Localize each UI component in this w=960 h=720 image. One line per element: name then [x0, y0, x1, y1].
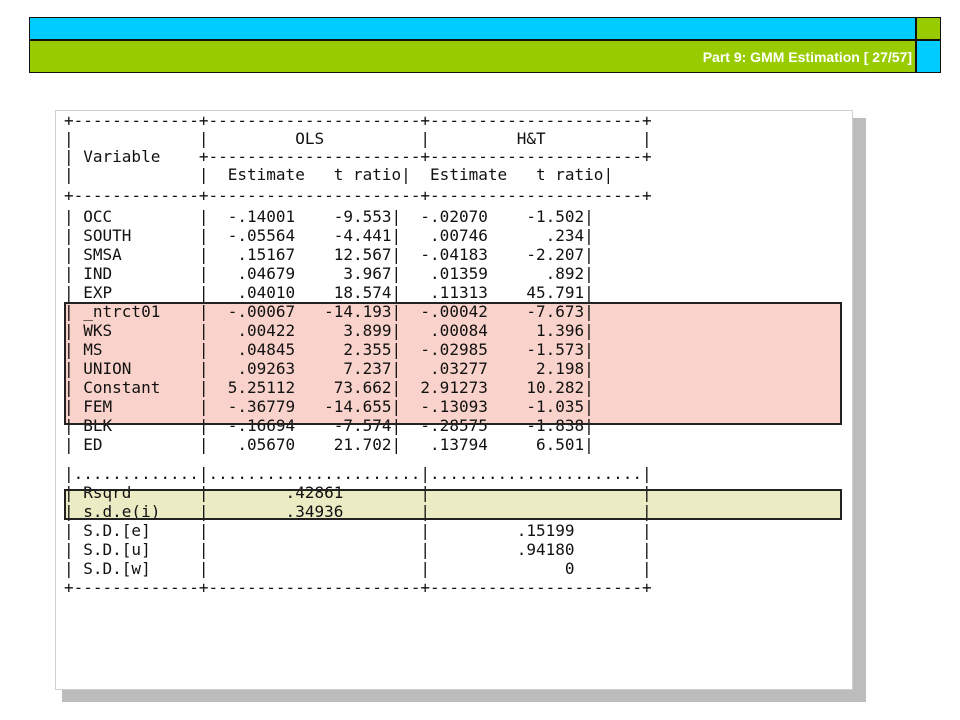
output-line: | S.D.[w] | | 0 | — [64, 559, 652, 578]
output-line: | s.d.e(i) | .34936 | | — [64, 502, 652, 521]
output-line: | BLK | -.16694 -7.574| -.28575 -1.838| — [64, 416, 594, 435]
output-line: | IND | .04679 3.967| .01359 .892| — [64, 264, 594, 283]
highlight-ed — [64, 491, 840, 519]
slide-title: Part 9: GMM Estimation [ 27/57] — [702, 49, 912, 65]
header-square-blue — [916, 40, 941, 73]
output-line: | | Estimate t ratio| Estimate t ratio| — [64, 165, 614, 184]
output-line: | S.D.[u] | | .94180 | — [64, 540, 652, 559]
output-text: +-------------+----------------------+--… — [64, 111, 652, 597]
header-band-blue — [29, 17, 916, 40]
output-line: +-------------+----------------------+--… — [64, 111, 652, 130]
output-line: | ED | .05670 21.702| .13794 6.501| — [64, 435, 594, 454]
output-line: | SOUTH | -.05564 -4.441| .00746 .234| — [64, 226, 594, 245]
output-line: | | OLS | H&T | — [64, 129, 652, 148]
header-band-green: Part 9: GMM Estimation [ 27/57] — [29, 40, 916, 73]
output-line: | Constant | 5.25112 73.662| 2.91273 10.… — [64, 378, 594, 397]
output-line: | EXP | .04010 18.574| .11313 45.791| — [64, 283, 594, 302]
highlight-time-varying — [64, 303, 840, 424]
header-square-green — [916, 17, 941, 40]
output-line: | MS | .04845 2.355| -.02985 -1.573| — [64, 340, 594, 359]
output-line: | WKS | .00422 3.899| .00084 1.396| — [64, 321, 594, 340]
output-line: | Rsqrd | .42861 | | — [64, 483, 652, 502]
output-line: | _ntrct01 | -.00067 -14.193| -.00042 -7… — [64, 302, 594, 321]
output-line: |.............|......................|..… — [64, 464, 652, 483]
output-line: | SMSA | .15167 12.567| -.04183 -2.207| — [64, 245, 594, 264]
regression-output: +-------------+----------------------+--… — [55, 110, 853, 690]
output-line: | FEM | -.36779 -14.655| -.13093 -1.035| — [64, 397, 594, 416]
output-line: | Variable +----------------------+-----… — [64, 147, 652, 166]
output-line: +-------------+----------------------+--… — [64, 578, 652, 597]
output-line: +-------------+----------------------+--… — [64, 186, 652, 205]
output-line: | OCC | -.14001 -9.553| -.02070 -1.502| — [64, 207, 594, 226]
output-line: | S.D.[e] | | .15199 | — [64, 521, 652, 540]
output-line: | UNION | .09263 7.237| .03277 2.198| — [64, 359, 594, 378]
